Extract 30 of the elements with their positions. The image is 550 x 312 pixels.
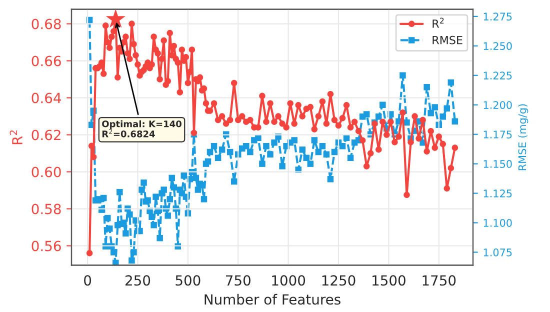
- y2-tick-label: 1.225: [484, 72, 512, 80]
- y-tick-label: 0.68: [32, 18, 61, 30]
- x-tick-label: 1500: [372, 275, 406, 286]
- x-tick-label: 750: [226, 275, 250, 286]
- annotation: Optimal: K=140 R$^{2}$=0.6824: [102, 120, 182, 138]
- y2-tick-label: 1.125: [484, 190, 512, 198]
- y2-axis-title: RMSE (mg/g): [518, 104, 528, 170]
- y-tick-label: 0.64: [32, 92, 61, 104]
- x-axis-title: Number of Features: [204, 294, 340, 305]
- y2-tick-label: 1.200: [484, 101, 512, 109]
- x-tick-label: 1000: [272, 275, 306, 286]
- y2-tick-label: 1.100: [484, 218, 512, 227]
- y-tick-label: 0.56: [32, 240, 61, 252]
- legend-label: R$^{2}$: [432, 18, 444, 28]
- y2-tick-label: 1.250: [484, 42, 512, 50]
- x-tick-label: 500: [176, 275, 200, 286]
- y2-tick-label: 1.075: [484, 248, 512, 256]
- y2-tick-label: 1.175: [484, 130, 512, 138]
- y2-tick-label: 1.275: [484, 12, 512, 21]
- y-tick-label: 0.62: [32, 130, 60, 140]
- y-tick-label: 0.66: [32, 56, 61, 66]
- y2-tick-label: 1.150: [484, 160, 512, 168]
- y-tick-label: 0.58: [32, 204, 61, 214]
- x-tick-label: 250: [126, 275, 150, 286]
- legend-label: RMSE: [432, 36, 462, 44]
- x-tick-label: 1250: [322, 275, 356, 286]
- y-tick-label: 0.60: [32, 166, 61, 178]
- x-tick-label: 1750: [422, 275, 456, 286]
- x-tick-label: 0: [84, 275, 92, 286]
- y-axis-title: R$^{2}$: [10, 130, 22, 144]
